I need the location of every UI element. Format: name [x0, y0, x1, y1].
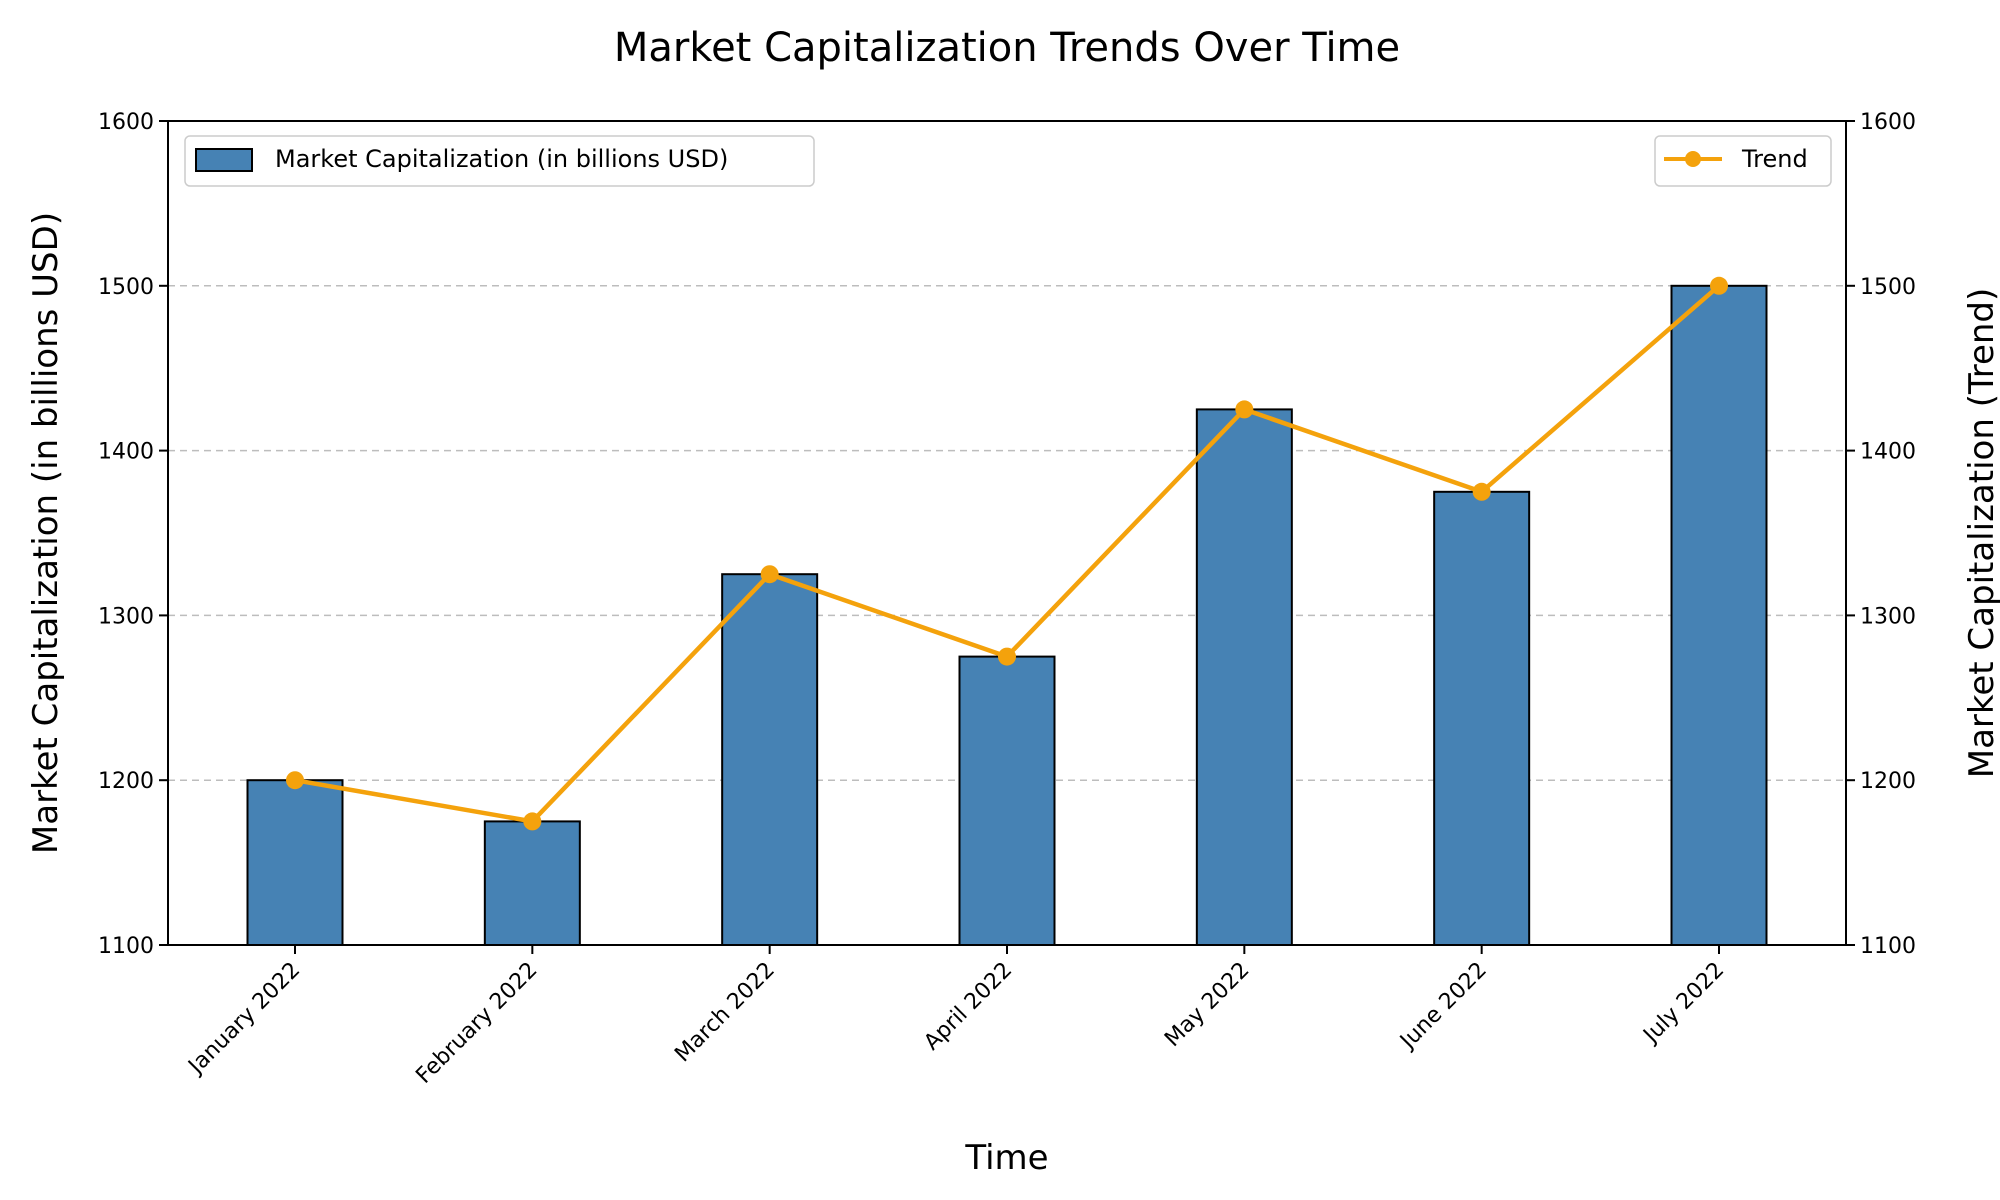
y-tick-label-right: 1400	[1860, 440, 1916, 465]
x-tick-label: February 2022	[411, 958, 542, 1089]
legend-bar: Market Capitalization (in billions USD)	[184, 135, 815, 187]
x-tick-label: June 2022	[1394, 958, 1492, 1056]
x-axis-title: Time	[964, 1138, 1048, 1178]
trend-point	[998, 647, 1016, 666]
bar	[1670, 284, 1768, 946]
bar	[1433, 490, 1531, 946]
y-tick-label-left: 1400	[98, 440, 154, 465]
trend-point	[1472, 482, 1491, 501]
trend-point	[1710, 276, 1728, 295]
legend-line-box	[1654, 135, 1832, 187]
legend-bar-box	[184, 135, 815, 187]
legend-bar-swatch	[195, 148, 253, 172]
y-tick-label-left: 1200	[98, 769, 154, 794]
y-tick-label-right: 1500	[1860, 275, 1916, 300]
x-tick-label: July 2022	[1638, 958, 1730, 1050]
y-tick-label-left: 1500	[98, 275, 154, 300]
y-tick-label-left: 1100	[98, 934, 154, 959]
x-axis: January 2022 February 2022 March 2022 April…	[183, 945, 1730, 1089]
y-tick-label-right: 1100	[1860, 934, 1916, 959]
bar-series	[246, 284, 1768, 947]
legend-line: Trend	[1654, 135, 1832, 187]
x-tick-label: April 2022	[919, 958, 1017, 1056]
y-tick-label-left: 1300	[98, 604, 154, 629]
y-tick-label-right: 1200	[1860, 769, 1916, 794]
y-axis-left: 1100 1200 1300 1400 1500 1600	[98, 110, 168, 959]
x-tick-label: January 2022	[183, 958, 306, 1081]
y-tick-label-left: 1600	[98, 110, 154, 135]
y-axis-right: 1100 1200 1300 1400 1500 1600	[1846, 110, 1916, 959]
y-tick-label-right: 1300	[1860, 604, 1916, 629]
trend-point	[523, 812, 542, 831]
trend-point	[760, 565, 779, 584]
y-axis-title-right: Market Capitalization (Trend)	[1962, 288, 2000, 779]
trend-point	[1235, 400, 1254, 419]
legend-line-label: Trend	[1741, 145, 1808, 173]
chart-title: Market Capitalization Trends Over Time	[614, 25, 1400, 71]
bar	[958, 655, 1056, 946]
y-axis-title-left: Market Capitalization (in billions USD)	[26, 212, 66, 854]
bar	[483, 820, 581, 947]
grid-lines	[168, 285, 1846, 781]
x-tick-label: March 2022	[670, 958, 780, 1068]
trend-point	[286, 771, 304, 790]
legend-line-marker	[1685, 151, 1701, 167]
trend-series	[286, 276, 1728, 831]
bar	[1195, 408, 1293, 946]
legend-bar-label: Market Capitalization (in billions USD)	[275, 145, 728, 173]
y-tick-label-right: 1600	[1860, 110, 1916, 135]
x-tick-label: May 2022	[1160, 958, 1254, 1052]
bar	[721, 573, 819, 946]
bar	[246, 779, 344, 947]
